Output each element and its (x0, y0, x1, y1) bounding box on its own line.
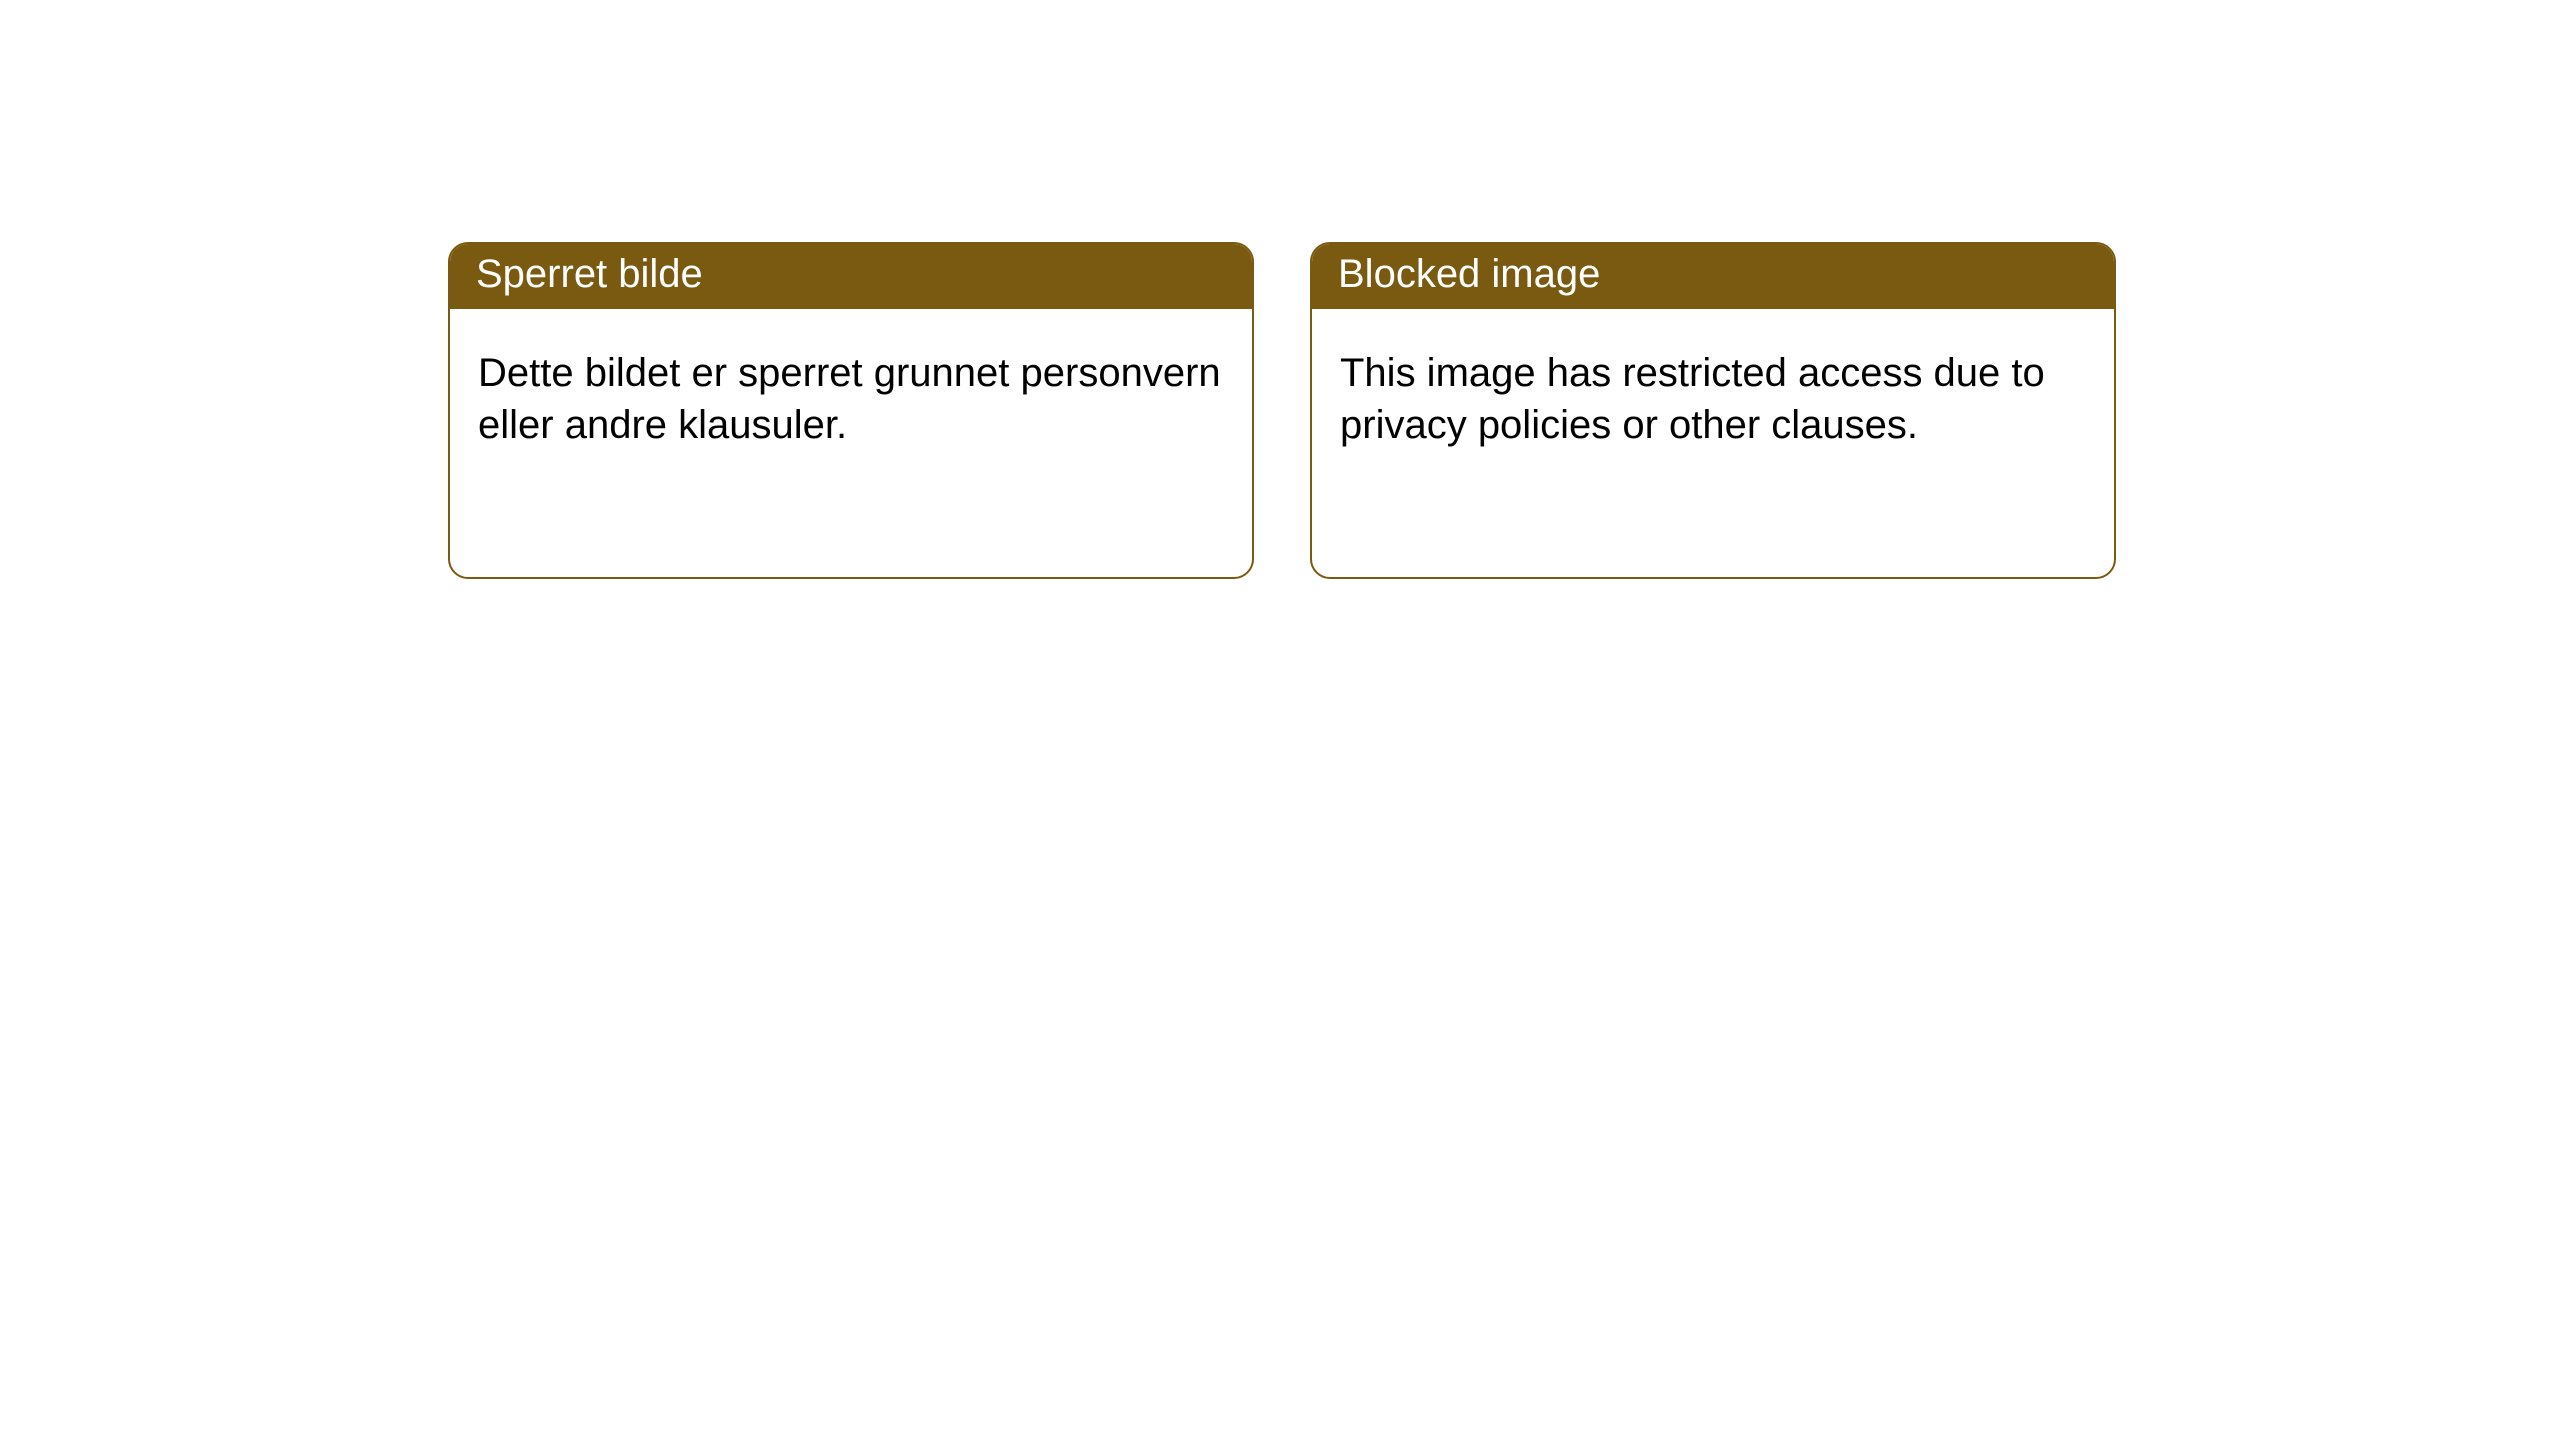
notice-title: Blocked image (1312, 244, 2114, 309)
notice-title: Sperret bilde (450, 244, 1252, 309)
notice-body: Dette bildet er sperret grunnet personve… (450, 309, 1252, 489)
notice-body: This image has restricted access due to … (1312, 309, 2114, 489)
notice-card-english: Blocked image This image has restricted … (1310, 242, 2116, 579)
notice-card-norwegian: Sperret bilde Dette bildet er sperret gr… (448, 242, 1254, 579)
notices-container: Sperret bilde Dette bildet er sperret gr… (0, 0, 2560, 579)
